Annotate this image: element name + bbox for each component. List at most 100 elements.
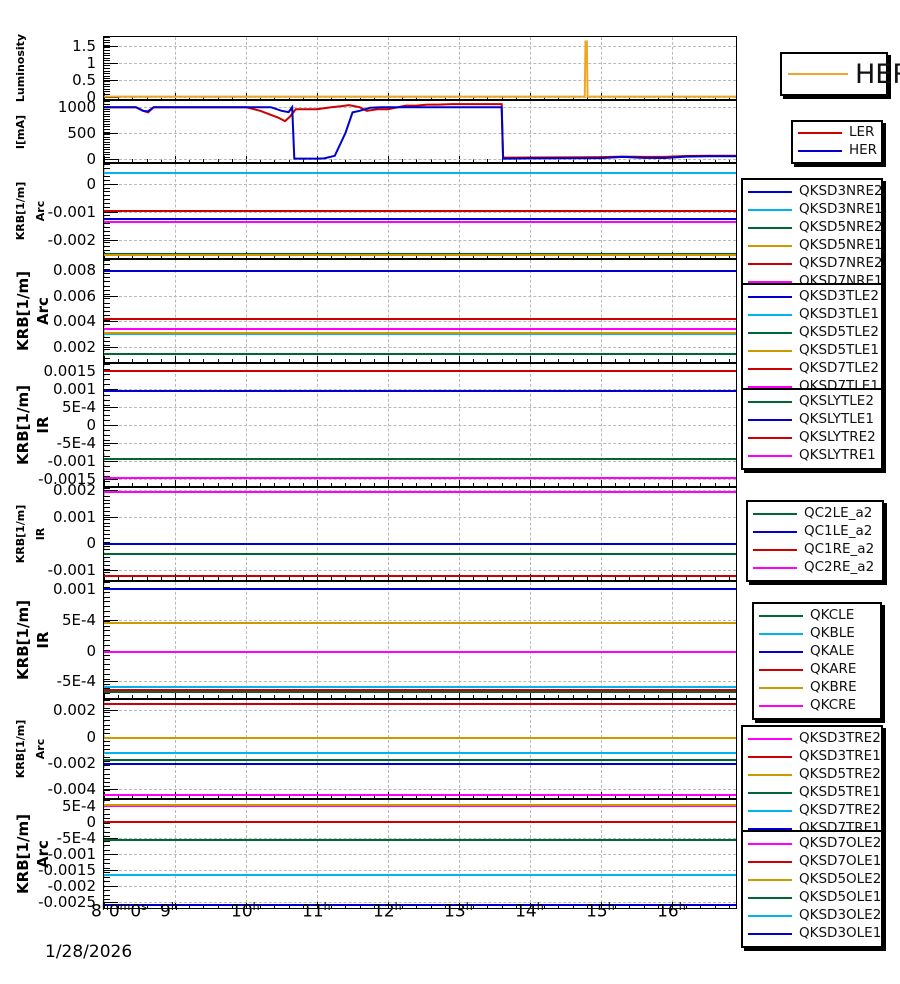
legend-item-QKCLE[interactable]: QKCLE [759,607,875,625]
legend-item-QKALE[interactable]: QKALE [759,643,875,661]
x-minor-tick [558,577,560,580]
y-axis-label-krb-arc-tre: KRB[1/m] [14,719,27,779]
legend-item-QKSLYTRE1[interactable]: QKSLYTRE1 [748,447,876,465]
vertical-gridline [246,582,248,698]
x-minor-tick [501,483,503,486]
x-minor-tick [444,695,446,698]
legend-qk[interactable]: QKCLE QKBLE QKALE QKARE QKBRE QKCRE [752,602,882,720]
x-minor-tick [430,577,432,580]
legend-item-QKSD5OLE2[interactable]: QKSD5OLE2 [748,871,881,889]
legend-label: QKSD5NRE1 [799,237,883,254]
x-minor-tick [231,359,233,362]
vertical-gridline [530,101,532,162]
legend-item-QC1RE_a2[interactable]: QC1RE_a2 [753,541,877,559]
legend-item-QKSD5TRE1[interactable]: QKSD5TRE1 [748,784,881,802]
legend-item-HER[interactable]: HER [798,142,877,160]
y-axis-label-krb-ir-qk: KRB[1/m] [14,600,32,680]
legend-item-QKSD3TRE1[interactable]: QKSD3TRE1 [748,748,881,766]
legend-item-QKSLYTLE2[interactable]: QKSLYTLE2 [748,393,876,411]
legend-item-LER[interactable]: LER [798,124,876,142]
legend-item-QKSD7OLE1[interactable]: QKSD7OLE1 [748,853,881,871]
x-minor-tick [260,795,262,798]
legend-item-QC2RE_a2[interactable]: QC2RE_a2 [753,559,877,577]
y-minor-tick [104,88,110,90]
legend-tre[interactable]: QKSD3TRE2 QKSD3TRE1 QKSD5TRE2 QKSD5TRE1 QKSD… [741,725,883,843]
legend-item-QKSD3TLE1[interactable]: QKSD3TLE1 [748,306,879,324]
legend-qc[interactable]: QC2LE_a2 QC1LE_a2 QC1RE_a2 QC2RE_a2 [746,500,884,582]
legend-ole[interactable]: QKSD7OLE2 QKSD7OLE1 QKSD5OLE2 QKSD5OLE1 QKSD… [741,830,883,948]
legend-item-QKBRE[interactable]: QKBRE [759,679,875,697]
legend-item-QC2LE_a2[interactable]: QC2LE_a2 [753,505,877,523]
x-minor-tick [217,695,219,698]
x-minor-tick [515,359,517,362]
legend-item-QKSD5TRE2[interactable]: QKSD5TRE2 [748,766,881,784]
y-minor-tick [104,863,110,864]
legend-swatch-QKSD3OLE1-icon [748,933,792,935]
x-minor-tick [558,359,560,362]
y-minor-tick [104,369,110,371]
x-minor-tick [217,255,219,258]
y-tick-mark [104,837,118,839]
legend-item-QKSD3TRE2[interactable]: QKSD3TRE2 [748,730,881,748]
legend-item-QKSD5NRE2[interactable]: QKSD5NRE2 [748,219,883,237]
legend-item-QKBLE[interactable]: QKBLE [759,625,875,643]
y-minor-tick [104,139,110,141]
x-minor-tick [544,359,546,362]
x-minor-tick [317,255,319,258]
x-minor-tick [175,359,176,362]
legend-item-QKSD3NRE2[interactable]: QKSD3NRE2 [748,183,883,201]
x-minor-tick [430,905,432,908]
x-minor-tick [444,795,446,798]
y-minor-tick [104,345,110,346]
plot-panel-krb-arc-ole [103,799,737,909]
x-minor-tick [586,255,588,258]
x-minor-tick [288,359,290,362]
legend-item-QKSD5NRE1[interactable]: QKSD5NRE1 [748,237,883,255]
y-minor-tick [104,881,110,882]
legend-swatch-QKSD7OLE2-icon [748,843,792,845]
vertical-gridline [601,700,603,798]
legend-item-QKSD7TRE2[interactable]: QKSD7TRE2 [748,802,881,820]
vertical-gridline [530,582,532,698]
legend-item-QKSLYTLE1[interactable]: QKSLYTLE1 [748,411,876,429]
x-minor-tick [302,255,304,258]
x-axis-tick-label: 15h [586,900,615,922]
legend-item-QKSLYTRE2[interactable]: QKSLYTRE2 [748,429,876,447]
legend-item-QKARE[interactable]: QKARE [759,661,875,679]
legend-item-QKSD7NRE2[interactable]: QKSD7NRE2 [748,255,883,273]
legend-item-QKSD3NRE1[interactable]: QKSD3NRE1 [748,201,883,219]
legend-item-QKSD3TLE2[interactable]: QKSD3TLE2 [748,288,879,306]
legend-nre[interactable]: QKSD3NRE2 QKSD3NRE1 QKSD5NRE2 QKSD5NRE1 QKSD… [741,178,883,296]
y-minor-tick [104,149,110,151]
x-minor-tick [615,159,617,162]
horizontal-gridline [104,461,736,463]
x-minor-tick [345,483,347,486]
legend-her-big[interactable]: HER [780,52,900,96]
x-axis-tick-label: 14h [515,900,544,922]
y-minor-tick [104,693,110,695]
legend-item-QKSD5TLE2[interactable]: QKSD5TLE2 [748,324,879,342]
legend-ler-her[interactable]: LER HER [791,120,883,164]
legend-item-HER[interactable]: HER [788,54,900,94]
y-axis-sublabel-krb-arc-tle: Arc [34,297,52,325]
y-tick-mark [104,183,118,185]
legend-item-QKCRE[interactable]: QKCRE [759,697,875,715]
legend-item-QKSD7OLE2[interactable]: QKSD7OLE2 [748,835,881,853]
y-minor-tick [104,899,110,900]
y-minor-tick [104,62,110,64]
legend-item-QKSD3OLE2[interactable]: QKSD3OLE2 [748,907,881,925]
legend-item-QKSD7TLE2[interactable]: QKSD7TLE2 [748,360,879,378]
x-minor-tick [572,159,574,162]
y-minor-tick [104,42,110,44]
legend-item-QKSD5OLE1[interactable]: QKSD5OLE1 [748,889,881,907]
legend-tle[interactable]: QKSD3TLE2 QKSD3TLE1 QKSD5TLE2 QKSD5TLE1 QKSD… [741,283,883,401]
x-minor-tick [444,905,446,908]
legend-item-QKSD5TLE1[interactable]: QKSD5TLE1 [748,342,879,360]
legend-item-QC1LE_a2[interactable]: QC1LE_a2 [753,523,877,541]
x-minor-tick [629,695,631,698]
legend-item-QKSD3OLE1[interactable]: QKSD3OLE1 [748,925,881,943]
legend-qksly[interactable]: QKSLYTLE2 QKSLYTLE1 QKSLYTRE2 QKSLYTRE1 [741,388,883,470]
y-minor-tick [104,522,110,524]
x-minor-tick [572,795,574,798]
x-minor-tick [728,483,730,486]
